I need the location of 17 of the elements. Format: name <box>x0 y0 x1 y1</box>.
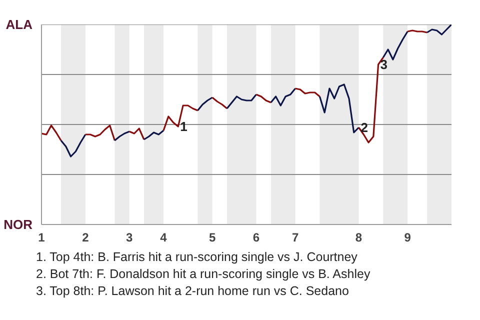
x-tick-label: 1 <box>38 230 46 244</box>
text: 1. Top 4th: B. Farris hit a run-scoring single vs J. Courtney <box>36 250 358 264</box>
x-tick-label: 8 <box>355 230 362 244</box>
annotation: 1 <box>180 119 188 134</box>
x-tick-label: 6 <box>252 230 260 244</box>
x-tick-label: 9 <box>404 230 412 244</box>
annotation: 3 <box>380 57 388 72</box>
x-tick-label: 4 <box>160 230 168 244</box>
text: 3. Top 8th: P. Lawson hit a 2-run home run vs C. Sedano <box>36 284 349 298</box>
x-tick-label: 5 <box>208 230 216 244</box>
x-tick-label: 2 <box>82 230 90 244</box>
text: 2. Bot 7th: F. Donaldson hit a run-scoring single vs B. Ashley <box>36 267 370 281</box>
text: NOR <box>4 217 34 232</box>
text: ALA <box>6 17 34 32</box>
annotation: 2 <box>360 120 368 135</box>
x-tick-label: 7 <box>292 230 299 244</box>
x-tick-label: 3 <box>126 230 134 244</box>
